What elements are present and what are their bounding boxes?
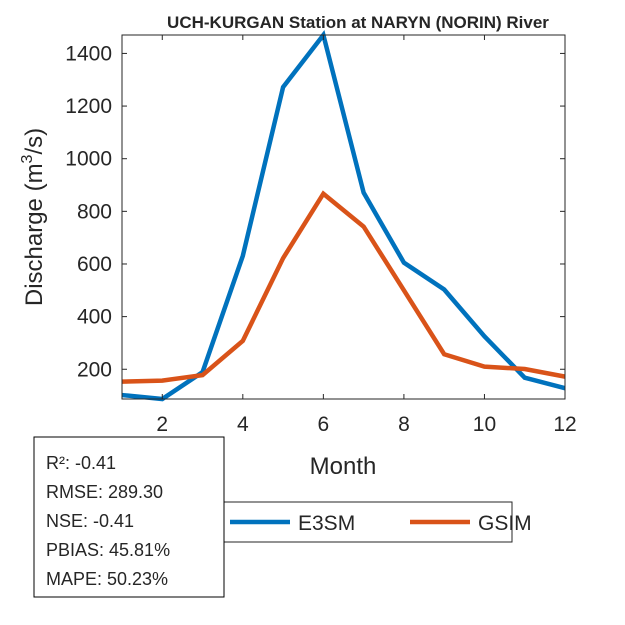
- y-tick-label: 600: [77, 253, 112, 276]
- stat-line: PBIAS: 45.81%: [46, 540, 170, 560]
- y-tick-label: 1400: [65, 42, 112, 65]
- stats-box: R²: -0.41 RMSE: 289.30 NSE: -0.41 PBIAS: 45…: [33, 436, 225, 598]
- stat-line: R²: -0.41: [46, 453, 116, 473]
- y-tick-label: 200: [77, 358, 112, 381]
- legend-label-gsim: GSIM: [478, 512, 532, 535]
- chart-title: UCH-KURGAN Station at NARYN (NORIN) Rive…: [167, 13, 549, 32]
- x-tick-label: 6: [318, 413, 330, 436]
- plot-background: [122, 35, 565, 399]
- y-tick-label: 800: [77, 200, 112, 223]
- plot-area: 2 4 6 8 10 12 200 400 600 800 1000 1200 1400: [65, 29, 577, 436]
- x-tick-label: 2: [156, 413, 168, 436]
- x-tick-label: 4: [237, 413, 249, 436]
- axes-box: [121, 34, 566, 400]
- y-tick-label: 1000: [65, 148, 112, 171]
- x-axis-label: Month: [310, 453, 377, 480]
- stat-line: NSE: -0.41: [46, 511, 134, 531]
- legend: E3SM GSIM: [222, 501, 532, 543]
- stat-line: RMSE: 289.30: [46, 482, 163, 502]
- x-tick-label: 12: [553, 413, 576, 436]
- y-axis-label: Discharge (m3/s): [19, 128, 48, 306]
- legend-label-e3sm: E3SM: [298, 512, 355, 535]
- x-tick-label: 8: [398, 413, 410, 436]
- series-line-gsim: [121, 190, 566, 384]
- y-tick-label: 400: [77, 306, 112, 329]
- x-tick-label: 10: [473, 413, 496, 436]
- y-tick-label: 1200: [65, 95, 112, 118]
- stat-line: MAPE: 50.23%: [46, 569, 168, 589]
